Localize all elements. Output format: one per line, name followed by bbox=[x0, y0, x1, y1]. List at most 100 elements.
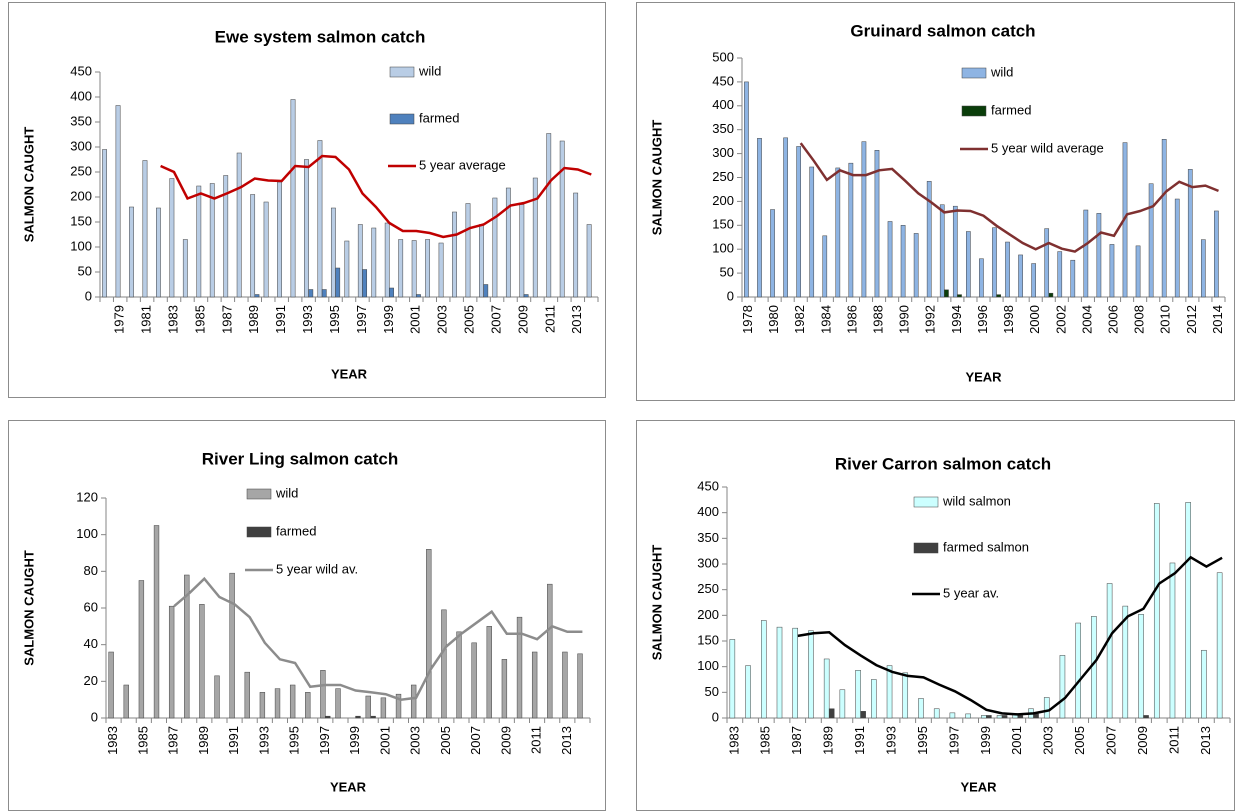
bar bbox=[290, 99, 296, 298]
bar bbox=[371, 227, 377, 298]
bar bbox=[1018, 254, 1023, 298]
legend-swatch bbox=[246, 526, 272, 538]
bar bbox=[199, 604, 205, 719]
bar bbox=[1048, 292, 1054, 298]
bar bbox=[531, 651, 538, 719]
bar bbox=[839, 689, 846, 719]
bar bbox=[913, 233, 919, 298]
chart-panel: River Carron salmon catch 0 50 100 150 200 250… bbox=[636, 420, 1235, 811]
bar bbox=[384, 222, 390, 298]
legend-label: farmed bbox=[276, 523, 316, 538]
bar bbox=[871, 679, 877, 719]
y-tick-label: 300 bbox=[712, 145, 734, 160]
bar bbox=[277, 181, 282, 298]
bar bbox=[823, 658, 830, 719]
bar bbox=[1148, 183, 1154, 298]
chart-panel: River Ling salmon catch 0 20 40 60 80 100 120 SA… bbox=[8, 420, 606, 811]
x-tick-label: 1998 bbox=[1001, 305, 1016, 334]
line-series bbox=[160, 154, 592, 239]
bar bbox=[395, 693, 402, 719]
bar bbox=[744, 81, 749, 298]
y-tick-label: 200 bbox=[712, 193, 734, 208]
x-tick-label: 2013 bbox=[569, 305, 584, 334]
bar bbox=[1031, 263, 1036, 298]
y-tick-label: 0 bbox=[91, 709, 98, 724]
x-tick-label: 1993 bbox=[300, 305, 315, 334]
bar bbox=[1122, 605, 1129, 719]
bar bbox=[1153, 503, 1160, 719]
bar bbox=[1017, 715, 1024, 719]
chart-title: Gruinard salmon catch bbox=[850, 21, 1035, 40]
x-tick-label: 1999 bbox=[381, 305, 396, 334]
bar bbox=[501, 659, 508, 719]
y-tick-label: 450 bbox=[70, 63, 92, 78]
bar bbox=[757, 138, 762, 298]
bar bbox=[1214, 210, 1219, 298]
bar bbox=[153, 525, 160, 719]
y-tick-label: 350 bbox=[712, 121, 734, 136]
x-tick-label: 1989 bbox=[821, 726, 836, 755]
y-tick-label: 250 bbox=[70, 163, 92, 178]
bar bbox=[1043, 697, 1050, 719]
x-tick-label: 1983 bbox=[165, 305, 180, 334]
bar bbox=[981, 715, 987, 719]
x-tick-label: 1985 bbox=[192, 305, 207, 334]
x-tick-label: 1990 bbox=[897, 305, 912, 334]
bar bbox=[441, 609, 447, 719]
x-tick-label: 1989 bbox=[246, 305, 261, 334]
x-tick-label: 1986 bbox=[844, 305, 859, 334]
bar bbox=[486, 626, 492, 719]
x-tick-label: 1997 bbox=[317, 726, 332, 755]
bar bbox=[1083, 209, 1089, 298]
bar bbox=[1174, 198, 1180, 298]
bar bbox=[547, 583, 553, 719]
bar bbox=[939, 204, 945, 298]
bar bbox=[966, 231, 971, 298]
x-tick-label: 1982 bbox=[792, 305, 807, 334]
y-axis-label: SALMON CAUGHT bbox=[649, 545, 664, 661]
bar bbox=[1187, 169, 1193, 298]
x-tick-label: 1993 bbox=[883, 726, 898, 755]
bar bbox=[808, 630, 814, 719]
bar bbox=[1106, 583, 1113, 719]
bar bbox=[465, 203, 471, 298]
bar bbox=[519, 204, 525, 298]
y-axis-label: SALMON CAUGHT bbox=[649, 120, 664, 236]
bar bbox=[425, 239, 431, 298]
y-tick-label: 200 bbox=[697, 607, 719, 622]
bar bbox=[214, 675, 220, 719]
x-tick-label: 2011 bbox=[1166, 726, 1181, 754]
bar bbox=[1138, 614, 1144, 719]
bar bbox=[835, 167, 841, 298]
bar bbox=[115, 105, 121, 298]
y-tick-label: 250 bbox=[697, 581, 719, 596]
bar bbox=[505, 187, 511, 298]
y-tick-label: 60 bbox=[84, 599, 98, 614]
bar bbox=[902, 672, 909, 719]
legend-swatch bbox=[389, 66, 415, 78]
bar bbox=[1044, 228, 1050, 298]
bar bbox=[129, 206, 134, 298]
bar bbox=[330, 207, 336, 298]
x-tick-label: 1991 bbox=[226, 726, 241, 755]
bar bbox=[965, 713, 971, 719]
x-tick-label: 1987 bbox=[789, 726, 804, 755]
y-tick-label: 200 bbox=[70, 188, 92, 203]
bar bbox=[320, 670, 326, 719]
y-axis-label: SALMON CAUGHT bbox=[21, 127, 36, 243]
y-tick-label: 0 bbox=[85, 288, 92, 303]
bar bbox=[492, 197, 498, 298]
y-tick-label: 350 bbox=[70, 113, 92, 128]
y-tick-label: 0 bbox=[712, 709, 719, 724]
bar bbox=[325, 715, 331, 719]
bar bbox=[1091, 616, 1097, 719]
legend-swatch bbox=[961, 67, 987, 79]
bar bbox=[532, 177, 538, 298]
bar bbox=[1096, 213, 1102, 298]
bar bbox=[523, 294, 529, 298]
bar bbox=[761, 620, 767, 719]
bar bbox=[365, 695, 371, 719]
x-tick-label: 1999 bbox=[347, 726, 362, 755]
y-tick-label: 80 bbox=[84, 563, 98, 578]
bar bbox=[321, 289, 327, 298]
